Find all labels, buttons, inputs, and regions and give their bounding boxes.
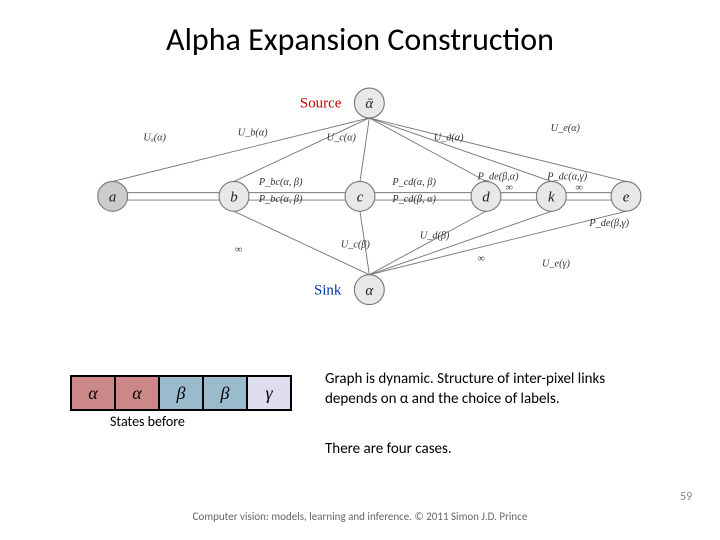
- svg-text:P_bc(α, β): P_bc(α, β): [258, 177, 303, 188]
- svg-text:P_cd(β, α): P_cd(β, α): [391, 194, 436, 205]
- svg-text:U_b(α): U_b(α): [238, 128, 268, 139]
- body-line-2: depends on α and the choice of labels.: [325, 390, 560, 408]
- svg-text:α: α: [365, 283, 374, 299]
- page-number: 59: [680, 490, 692, 504]
- svg-text:k: k: [548, 190, 555, 206]
- footer: Computer vision: models, learning and in…: [0, 510, 720, 523]
- svg-text:U_e(γ): U_e(γ): [542, 258, 571, 269]
- state-cell: γ: [247, 376, 291, 410]
- svg-text:∞: ∞: [478, 254, 485, 265]
- svg-text:Source: Source: [300, 96, 342, 112]
- states-before-table: ααββγ: [70, 375, 292, 411]
- body-line-1: Graph is dynamic. Structure of inter-pix…: [325, 370, 605, 388]
- svg-text:Sink: Sink: [314, 282, 342, 298]
- svg-text:∞: ∞: [235, 244, 242, 255]
- svg-text:U_d(β): U_d(β): [420, 230, 450, 241]
- svg-text:ᾱ: ᾱ: [365, 96, 374, 112]
- svg-text:P_de(β,γ): P_de(β,γ): [588, 218, 629, 229]
- svg-text:d: d: [482, 190, 490, 206]
- state-cell: α: [115, 376, 159, 410]
- slide-title: Alpha Expansion Construction: [0, 20, 720, 59]
- svg-text:c: c: [357, 190, 364, 206]
- state-cell: β: [203, 376, 247, 410]
- svg-text:P_cd(α, β): P_cd(α, β): [391, 177, 436, 188]
- states-caption: States before: [110, 413, 185, 430]
- svg-text:U_c(β): U_c(β): [341, 240, 371, 251]
- svg-text:b: b: [230, 190, 238, 206]
- state-cell: α: [71, 376, 115, 410]
- svg-text:Uₐ(α): Uₐ(α): [143, 132, 166, 143]
- svg-text:∞: ∞: [576, 183, 583, 194]
- svg-text:U_c(α): U_c(α): [327, 132, 357, 143]
- svg-text:P_dc(α,γ): P_dc(α,γ): [546, 172, 587, 183]
- svg-text:U_d(α): U_d(α): [434, 132, 464, 143]
- svg-text:U_e(α): U_e(α): [551, 123, 581, 134]
- alpha-expansion-diagram: a b c d k e ᾱ α Source Sink Uₐ(α) U_b(α) U_c(α) U_d(α…: [0, 75, 720, 355]
- body-line-3: There are four cases.: [325, 440, 452, 458]
- svg-text:P_de(β,α): P_de(β,α): [477, 172, 520, 183]
- svg-text:P_bc(α, β): P_bc(α, β): [258, 194, 303, 205]
- svg-text:e: e: [623, 190, 630, 206]
- svg-text:a: a: [109, 190, 116, 206]
- svg-text:∞: ∞: [506, 183, 513, 194]
- state-cell: β: [159, 376, 203, 410]
